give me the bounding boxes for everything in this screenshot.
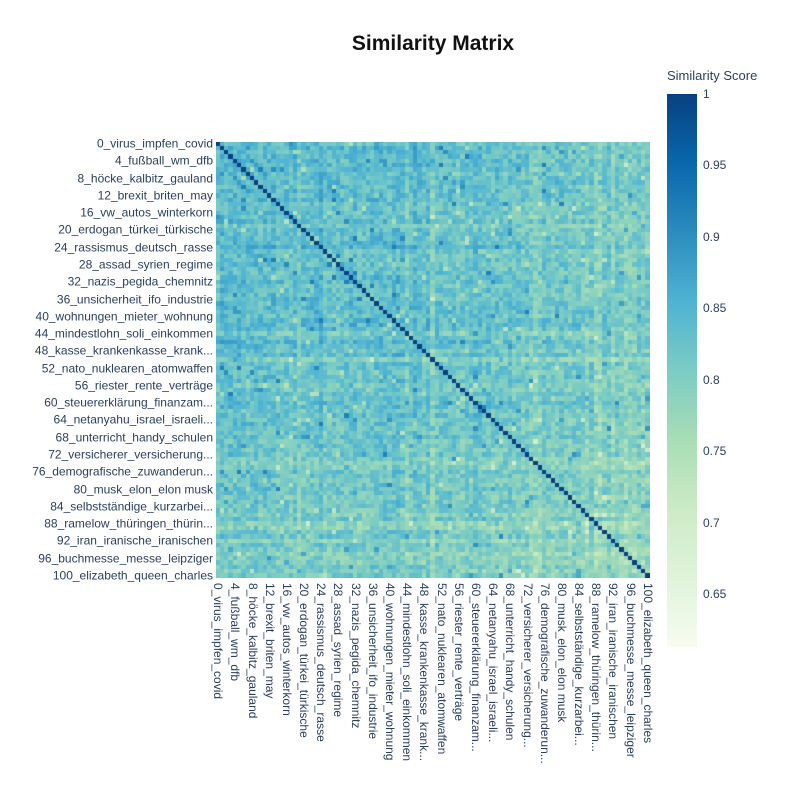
y-tick-label: 36_unsicherheit_ifo_industrie — [56, 292, 213, 307]
x-tick-label: 72_versicherer_versicherung... — [520, 583, 535, 748]
y-tick-label: 68_unterricht_handy_schulen — [55, 430, 213, 445]
x-tick-label: 48_kasse_krankenkasse_krank... — [417, 583, 432, 762]
y-tick-label: 48_kasse_krankenkasse_krank... — [34, 343, 213, 358]
x-tick-label: 16_vw_autos_winterkorn — [279, 583, 294, 716]
y-tick-label: 100_elizabeth_queen_charles — [52, 568, 213, 583]
x-tick-label: 32_nazis_pegida_chemnitz — [348, 583, 363, 729]
colorbar-tick-label: 0.85 — [703, 301, 727, 316]
y-tick-label: 56_riester_rente_verträge — [74, 378, 213, 393]
y-tick-label: 52_nato_nuklearen_atomwaffen — [41, 361, 213, 376]
x-tick-label: 64_netanyahu_israel_israeli... — [486, 583, 501, 743]
colorbar-tick-label: 0.8 — [703, 372, 720, 387]
colorbar-tick-label: 0.65 — [703, 587, 727, 602]
x-tick-label: 88_ramelow_thüringen_thürin... — [589, 583, 604, 752]
y-tick-label: 88_ramelow_thüringen_thürin... — [44, 516, 213, 531]
y-tick-label: 44_mindestlohn_soli_einkommen — [34, 326, 213, 341]
y-tick-label: 24_rassismus_deutsch_rasse — [54, 240, 213, 255]
x-tick-label: 40_wohnungen_mieter_wohnung — [383, 583, 398, 761]
x-tick-label: 76_demografische_zuwanderun... — [537, 583, 552, 764]
x-tick-label: 52_nato_nuklearen_atomwaffen — [434, 583, 449, 755]
x-tick-label: 60_steuererklärung_finanzam... — [468, 583, 483, 752]
y-tick-label: 84_selbstständige_kurzarbei... — [50, 499, 213, 514]
y-tick-label: 80_musk_elon_elon musk — [73, 482, 213, 496]
x-tick-label: 44_mindestlohn_soli_einkommen — [400, 583, 415, 762]
heatmap-canvas[interactable] — [216, 142, 650, 578]
y-tick-label: 12_brexit_briten_may — [97, 188, 213, 203]
x-tick-label: 92_iran_iranische_iranischen — [606, 583, 621, 740]
x-tick-label: 24_rassismus_deutsch_rasse — [314, 583, 329, 742]
y-tick-label: 60_steuererklärung_finanzam... — [44, 395, 213, 410]
x-tick-label: 0_virus_impfen_covid — [211, 583, 226, 700]
y-tick-label: 8_höcke_kalbitz_gauland — [77, 171, 213, 186]
y-tick-label: 72_versicherer_versicherung... — [48, 447, 213, 462]
x-tick-label: 36_unsicherheit_ifo_industrie — [365, 583, 380, 740]
x-tick-label: 28_assad_syrien_regime — [331, 583, 346, 718]
colorbar-tick-label: 0.75 — [703, 444, 727, 459]
x-tick-label: 8_höcke_kalbitz_gauland — [245, 583, 260, 719]
colorbar-tick-label: 0.9 — [703, 229, 720, 244]
x-tick-label: 80_musk_elon_elon musk — [554, 583, 569, 723]
colorbar-gradient — [667, 94, 697, 647]
y-tick-label: 28_assad_syrien_regime — [78, 257, 213, 272]
y-tick-label: 16_vw_autos_winterkorn — [80, 205, 213, 220]
y-tick-label: 4_fußball_wm_dfb — [114, 153, 213, 168]
x-tick-label: 96_buchmesse_messe_leipziger — [623, 583, 638, 758]
y-tick-label: 76_demografische_zuwanderun... — [32, 464, 213, 479]
x-tick-label: 100_elizabeth_queen_charles — [640, 583, 655, 744]
chart-title: Similarity Matrix — [351, 32, 515, 55]
y-tick-label: 64_netanyahu_israel_israeli... — [53, 412, 213, 427]
x-tick-label: 84_selbstständige_kurzarbei... — [572, 583, 587, 746]
x-tick-label: 4_fußball_wm_dfb — [228, 583, 243, 682]
y-tick-label: 20_erdogan_türkei_türkische — [58, 222, 213, 237]
x-tick-label: 12_brexit_briten_may — [262, 583, 277, 699]
colorbar-title: Similarity Score — [667, 68, 758, 83]
colorbar-tick-label: 0.7 — [703, 515, 720, 530]
x-tick-label: 68_unterricht_handy_schulen — [503, 583, 518, 741]
colorbar-tick-label: 0.95 — [703, 158, 727, 173]
y-tick-label: 32_nazis_pegida_chemnitz — [67, 274, 213, 289]
y-tick-label: 0_virus_impfen_covid — [96, 136, 213, 151]
y-tick-label: 40_wohnungen_mieter_wohnung — [35, 309, 213, 324]
y-tick-label: 92_iran_iranische_iranischen — [56, 533, 213, 548]
x-tick-label: 20_erdogan_türkei_türkische — [297, 583, 312, 738]
x-tick-label: 56_riester_rente_verträge — [451, 583, 466, 722]
colorbar-tick-label: 1 — [703, 87, 710, 101]
y-tick-label: 96_buchmesse_messe_leipziger — [38, 551, 213, 566]
